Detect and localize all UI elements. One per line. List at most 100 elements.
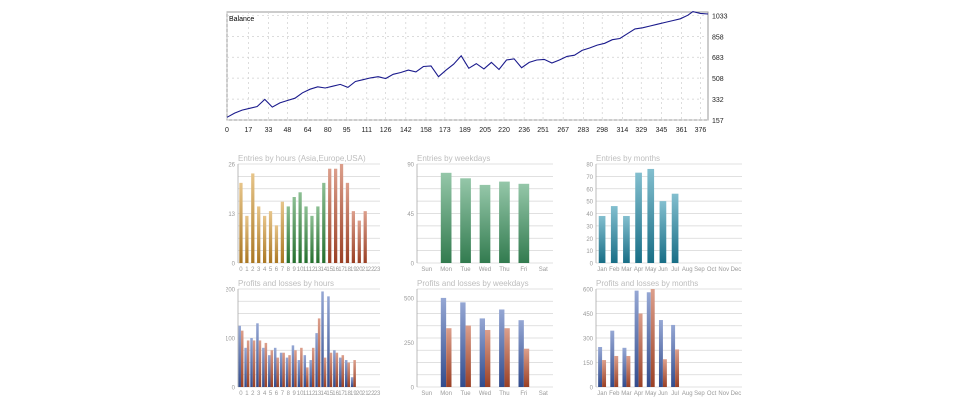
x-tick-label: 23 <box>374 267 381 273</box>
loss-bar <box>638 313 643 387</box>
x-tick-label: Aug <box>682 391 693 397</box>
profit-bar <box>285 357 289 387</box>
x-tick-label: 0 <box>225 127 229 134</box>
bar <box>251 173 255 263</box>
loss-bar <box>504 328 510 387</box>
y-tick-label: 90 <box>407 163 414 169</box>
x-tick-label: 80 <box>324 127 332 134</box>
loss-bar <box>276 357 279 387</box>
y-tick-label: 250 <box>404 341 415 347</box>
x-tick-label: 9 <box>293 391 297 397</box>
x-tick-label: Aug <box>682 267 693 273</box>
y-tick-label: 0 <box>411 262 415 268</box>
y-tick-label: 30 <box>586 224 593 230</box>
x-tick-label: 15 <box>326 267 333 273</box>
profit-bar <box>518 320 524 387</box>
loss-bar <box>317 318 321 387</box>
x-tick-label: 3 <box>257 267 261 273</box>
profit-bar <box>610 330 615 387</box>
x-tick-label: 1 <box>245 391 249 397</box>
x-tick-label: 267 <box>557 127 569 134</box>
profit-bar <box>440 297 447 387</box>
x-tick-label: Jul <box>671 267 679 273</box>
bar <box>322 182 326 263</box>
profit-bar <box>291 345 295 387</box>
bar <box>280 201 285 263</box>
x-tick-label: 173 <box>439 127 451 134</box>
x-tick-label: Mar <box>621 391 631 397</box>
profit-bar <box>598 346 603 387</box>
x-tick-label: Nov <box>718 267 729 273</box>
x-tick-label: Sun <box>421 391 432 397</box>
loss-bar <box>258 340 262 387</box>
x-tick-label: 236 <box>518 127 530 134</box>
x-tick-label: Wed <box>479 391 491 397</box>
y-tick-label: 683 <box>712 55 724 62</box>
bar <box>316 206 320 263</box>
x-tick-label: 21 <box>362 267 369 273</box>
y-tick-label: 0 <box>232 386 236 392</box>
chart-title: Profits and losses by months <box>596 279 698 288</box>
bar <box>310 215 314 263</box>
bar <box>274 225 279 263</box>
x-tick-label: 3 <box>257 391 261 397</box>
loss-bar <box>240 330 244 387</box>
y-tick-label: 40 <box>586 212 593 218</box>
x-tick-label: 2 <box>251 391 255 397</box>
x-tick-label: 361 <box>676 127 688 134</box>
x-tick-label: 22 <box>368 391 375 397</box>
loss-bar <box>270 350 274 387</box>
x-tick-label: 48 <box>284 127 292 134</box>
entries-weekdays-chart: Entries by weekdays 0 45 90 Sun Mon Tue Wed Thu F… <box>407 154 553 273</box>
x-tick-label: Feb <box>609 267 620 273</box>
y-tick-label: 80 <box>586 163 593 169</box>
profit-bar <box>309 360 312 387</box>
bar <box>357 220 361 263</box>
x-tick-label: 14 <box>320 391 327 397</box>
x-tick-label: 142 <box>400 127 412 134</box>
x-tick-label: Nov <box>718 391 729 397</box>
loss-bar <box>341 355 345 387</box>
y-tick-label: 858 <box>712 34 724 41</box>
x-tick-label: Thu <box>499 267 509 273</box>
loss-bar <box>329 352 333 387</box>
bar <box>499 181 510 263</box>
x-tick-label: 15 <box>326 391 333 397</box>
bar <box>598 215 606 263</box>
bar <box>304 206 308 263</box>
chart-title: Entries by hours (Asia,Europe,USA) <box>238 154 366 163</box>
x-tick-label: 19 <box>350 267 357 273</box>
x-tick-label: Tue <box>461 267 472 273</box>
x-tick-label: 21 <box>362 391 369 397</box>
x-tick-label: 345 <box>656 127 668 134</box>
bar <box>245 215 249 263</box>
x-tick-label: Jul <box>671 391 679 397</box>
y-tick-label: 26 <box>228 163 235 169</box>
x-tick-label: Tue <box>461 391 472 397</box>
x-tick-label: 376 <box>695 127 707 134</box>
profit-bar <box>256 323 259 387</box>
x-tick-label: Mon <box>440 391 452 397</box>
y-tick-label: 10 <box>586 249 593 255</box>
loss-bar <box>662 359 667 387</box>
loss-bar <box>335 352 339 387</box>
x-tick-label: 20 <box>356 391 363 397</box>
y-tick-label: 1033 <box>712 13 728 20</box>
loss-bar <box>602 360 607 387</box>
x-tick-label: 220 <box>498 127 510 134</box>
x-tick-label: 6 <box>275 391 279 397</box>
x-tick-label: May <box>645 267 656 273</box>
loss-bar <box>465 325 471 387</box>
loss-bar <box>347 362 350 387</box>
x-tick-label: Jun <box>658 391 668 397</box>
profit-bar <box>671 324 676 387</box>
x-tick-label: 95 <box>343 127 351 134</box>
bar <box>298 192 302 263</box>
loss-bar <box>614 355 619 387</box>
x-tick-label: Jan <box>597 267 607 273</box>
bar <box>286 206 290 263</box>
x-tick-label: 10 <box>297 391 304 397</box>
loss-bar <box>650 289 655 387</box>
pl-weekdays-chart: Profits and losses by weekdays 0 250 500 Sun… <box>404 279 553 397</box>
